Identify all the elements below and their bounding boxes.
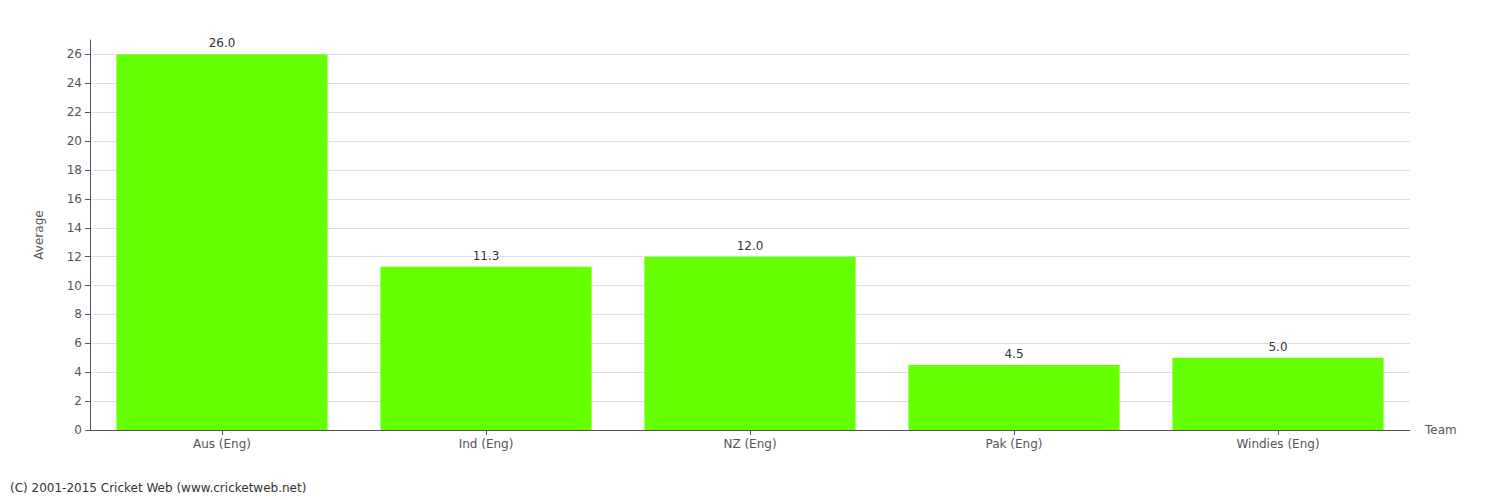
svg-text:(C) 2001-2015 Cricket Web (www: (C) 2001-2015 Cricket Web (www.cricketwe… xyxy=(10,481,306,495)
svg-text:4: 4 xyxy=(74,365,82,379)
svg-text:22: 22 xyxy=(67,105,82,119)
svg-text:8: 8 xyxy=(74,307,82,321)
svg-text:26: 26 xyxy=(67,47,82,61)
svg-text:12.0: 12.0 xyxy=(737,239,764,253)
svg-text:2: 2 xyxy=(74,394,82,408)
svg-text:20: 20 xyxy=(67,134,82,148)
svg-text:0: 0 xyxy=(74,423,82,437)
svg-text:24: 24 xyxy=(67,76,82,90)
svg-text:NZ (Eng): NZ (Eng) xyxy=(723,437,776,451)
svg-text:14: 14 xyxy=(67,221,82,235)
svg-text:12: 12 xyxy=(67,250,82,264)
svg-text:10: 10 xyxy=(67,279,82,293)
svg-text:Average: Average xyxy=(32,210,46,259)
svg-text:26.0: 26.0 xyxy=(209,36,236,50)
svg-text:5.0: 5.0 xyxy=(1268,340,1287,354)
svg-text:Aus (Eng): Aus (Eng) xyxy=(193,437,251,451)
svg-text:4.5: 4.5 xyxy=(1004,347,1023,361)
svg-text:11.3: 11.3 xyxy=(473,249,500,263)
svg-text:18: 18 xyxy=(67,163,82,177)
svg-text:Ind (Eng): Ind (Eng) xyxy=(459,437,514,451)
svg-text:6: 6 xyxy=(74,336,82,350)
svg-text:Team: Team xyxy=(1424,423,1457,437)
svg-text:Pak (Eng): Pak (Eng) xyxy=(986,437,1043,451)
svg-text:Windies (Eng): Windies (Eng) xyxy=(1236,437,1319,451)
svg-text:16: 16 xyxy=(67,192,82,206)
